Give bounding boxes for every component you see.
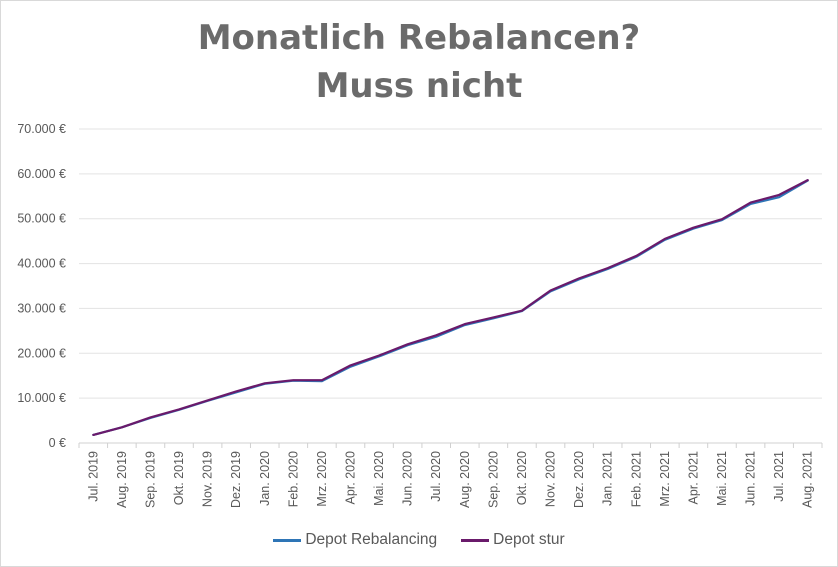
y-tick-label: 70.000 € (17, 122, 66, 136)
x-tick-label: Feb. 2021 (629, 451, 643, 507)
x-tick-label: Mrz. 2020 (315, 451, 329, 507)
legend-swatch-series-2 (461, 538, 490, 542)
x-tick-label: Sep. 2020 (486, 451, 500, 508)
series-lines (92, 179, 809, 436)
y-tick-label: 10.000 € (17, 391, 66, 405)
x-tick-label: Jun. 2020 (401, 451, 415, 506)
legend-swatch-series-1 (273, 538, 302, 542)
legend-item-series-2: Depot stur (461, 531, 565, 549)
x-tick-label: Aug. 2021 (801, 451, 815, 508)
x-axis-ticks: Jul. 2019 Aug. 2019 Sep. 2019 Okt. 2019 Nov.… (78, 443, 823, 508)
y-tick-label: 20.000 € (17, 346, 66, 360)
x-tick-label: Sep. 2019 (143, 451, 157, 508)
chart-title: Monatlich Rebalancen? Muss nicht (0, 14, 838, 110)
x-tick-label: Jan. 2021 (601, 451, 615, 506)
chart-title-line-1: Monatlich Rebalancen? (197, 18, 641, 58)
x-tick-label: Mrz. 2021 (658, 451, 672, 507)
x-tick-label: Feb. 2020 (286, 451, 300, 507)
gridlines (79, 128, 822, 444)
y-tick-label: 0 € (49, 436, 66, 450)
legend: Depot Rebalancing Depot stur (0, 531, 838, 549)
x-tick-label: Mai. 2020 (372, 451, 386, 506)
x-tick-label: Apr. 2020 (343, 451, 357, 505)
x-tick-label: Aug. 2019 (115, 451, 129, 508)
x-tick-label: Jan. 2020 (258, 451, 272, 506)
chart-title-line-2: Muss nicht (315, 66, 523, 106)
x-tick-label: Apr. 2021 (686, 451, 700, 505)
x-tick-label: Jul. 2019 (86, 451, 100, 502)
x-tick-label: Nov. 2020 (544, 451, 558, 507)
series-line-2 (92, 179, 809, 436)
x-tick-label: Dez. 2019 (229, 451, 243, 508)
y-tick-label: 60.000 € (17, 167, 66, 181)
x-tick-label: Aug. 2020 (458, 451, 472, 508)
y-axis-ticks: 0 € 10.000 € 20.000 € 30.000 € 40.000 € 50.00… (17, 122, 66, 450)
legend-label-series-1: Depot Rebalancing (305, 531, 438, 548)
x-tick-label: Dez. 2020 (572, 451, 586, 508)
y-tick-label: 40.000 € (17, 257, 66, 271)
y-tick-label: 50.000 € (17, 212, 66, 226)
x-tick-label: Mai. 2021 (715, 451, 729, 506)
legend-item-series-1: Depot Rebalancing (273, 531, 437, 549)
legend-label-series-2: Depot stur (493, 531, 565, 548)
x-tick-label: Nov. 2019 (201, 451, 215, 507)
y-tick-label: 30.000 € (17, 301, 66, 315)
x-tick-label: Okt. 2019 (172, 451, 186, 505)
x-tick-label: Jun. 2021 (744, 451, 758, 506)
x-tick-label: Jul. 2020 (429, 451, 443, 502)
x-tick-label: Okt. 2020 (515, 451, 529, 505)
x-tick-label: Jul. 2021 (772, 451, 786, 502)
